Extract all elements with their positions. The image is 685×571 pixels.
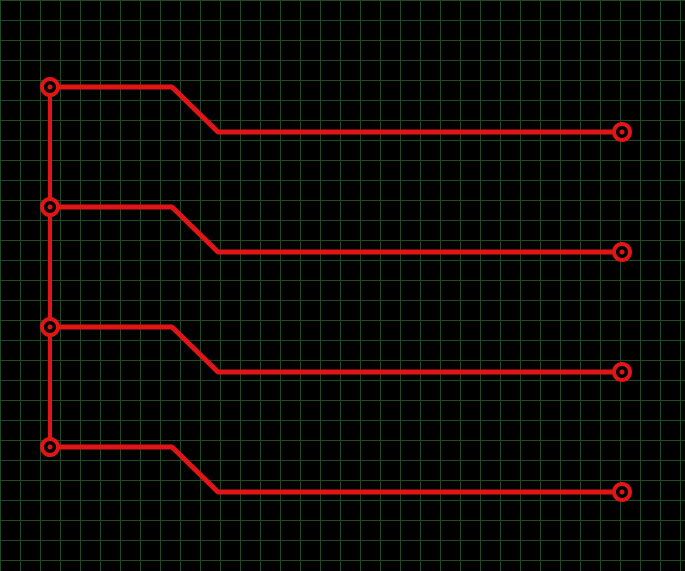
trace-2[interactable] (47, 204, 625, 255)
trace-1[interactable] (47, 84, 625, 135)
trace-4[interactable] (47, 444, 625, 495)
pad-left-4-center (47, 444, 53, 450)
pad-right-2-center (619, 249, 625, 255)
pad-right-4-center (619, 489, 625, 495)
pad-right-1-center (619, 129, 625, 135)
pad-left-3-center (47, 324, 53, 330)
pad-left-1-center (47, 84, 53, 90)
pad-left-2-center (47, 204, 53, 210)
pad-layer[interactable] (40, 77, 632, 502)
trace-3[interactable] (47, 324, 625, 375)
pad-right-3-center (619, 369, 625, 375)
trace-layer[interactable] (47, 84, 625, 495)
